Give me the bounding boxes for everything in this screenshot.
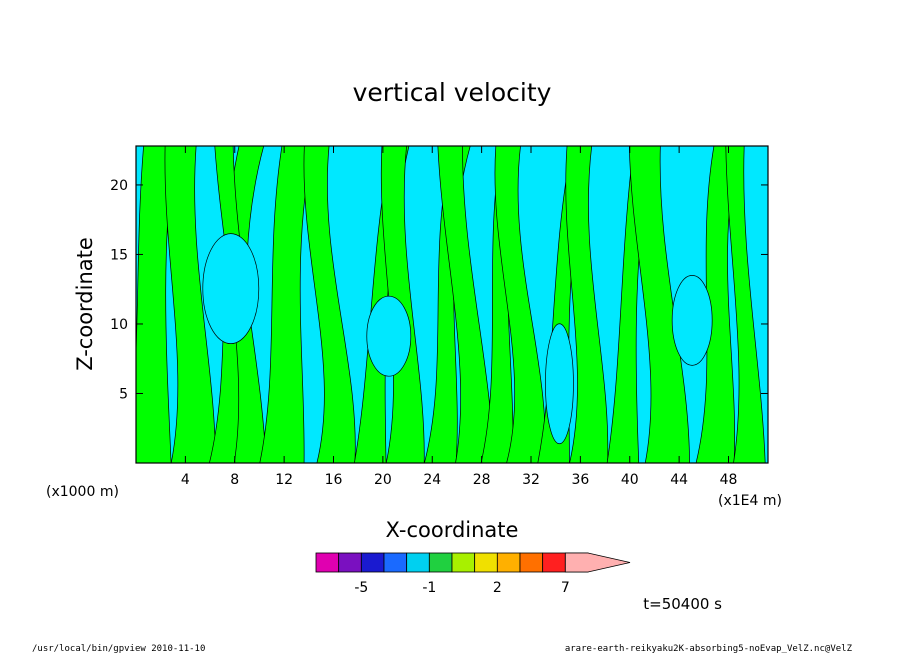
x-tick-label: 16 xyxy=(325,472,343,488)
colorbar-tick-label: 7 xyxy=(561,580,570,596)
x-tick-label: 8 xyxy=(230,472,239,488)
contour-band xyxy=(565,146,609,463)
x-tick-label: 32 xyxy=(522,472,540,488)
colorbar-swatch xyxy=(338,552,362,573)
contour-cell xyxy=(545,323,574,445)
contour-cell xyxy=(671,275,713,366)
x-unit-right: (x1E4 m) xyxy=(718,493,782,509)
y-tick-label: 20 xyxy=(110,178,128,194)
colorbar-swatch xyxy=(519,552,544,573)
contour-cell xyxy=(202,233,260,344)
colorbar-swatch xyxy=(496,552,521,573)
x-tick-label: 4 xyxy=(181,472,190,488)
colorbar-tick-label: 2 xyxy=(493,580,502,596)
colorbar-tick-label: -1 xyxy=(422,580,436,596)
contour-band xyxy=(437,146,494,463)
x-axis: 4 8 12 16 20 24 28 32 36 40 44 48 xyxy=(181,146,738,488)
y-axis: 5 10 15 20 xyxy=(110,178,768,402)
velocity-field xyxy=(136,146,768,463)
colorbar-swatch xyxy=(406,552,430,573)
x-axis-label: X-coordinate xyxy=(386,518,519,542)
contour-band xyxy=(725,146,766,463)
chart-title: vertical velocity xyxy=(353,78,552,107)
x-tick-label: 24 xyxy=(423,472,441,488)
contour-band xyxy=(423,146,471,463)
y-tick-label: 15 xyxy=(110,247,128,263)
y-tick-label: 5 xyxy=(119,386,128,402)
y-tick-label: 10 xyxy=(110,317,128,333)
x-tick-label: 40 xyxy=(621,472,639,488)
contour-band xyxy=(164,146,216,463)
colorbar: -5 -1 2 7 xyxy=(315,552,631,596)
contour-band xyxy=(259,146,314,463)
colorbar-swatch xyxy=(428,552,453,573)
plot-frame xyxy=(135,145,769,464)
colorbar-swatch xyxy=(360,552,385,573)
colorbar-swatch xyxy=(542,552,566,573)
colorbar-swatch xyxy=(383,552,408,573)
contour-band xyxy=(629,146,690,463)
x-tick-label: 48 xyxy=(720,472,738,488)
footer-right: arare-earth-reikyaku2K-absorbing5-noEvap… xyxy=(565,644,853,654)
x-unit-left: (x1000 m) xyxy=(46,484,119,500)
contour-band xyxy=(303,146,356,463)
contour-band xyxy=(136,146,175,463)
x-tick-label: 28 xyxy=(473,472,491,488)
x-tick-label: 36 xyxy=(571,472,589,488)
contour-band xyxy=(494,146,546,463)
colorbar-tick-label: -5 xyxy=(354,580,368,596)
time-label: t=50400 s xyxy=(643,595,722,613)
footer-left: /usr/local/bin/gpview 2010-11-10 xyxy=(32,644,205,654)
colorbar-swatch xyxy=(474,552,498,573)
contour-cell xyxy=(366,295,412,377)
contour-band xyxy=(480,146,520,463)
colorbar-swatch xyxy=(451,552,476,573)
contour-band xyxy=(695,146,740,463)
x-tick-label: 12 xyxy=(275,472,293,488)
y-axis-label: Z-coordinate xyxy=(73,237,97,371)
colorbar-arrow xyxy=(564,552,631,573)
x-tick-label: 20 xyxy=(374,472,392,488)
x-tick-label: 44 xyxy=(670,472,688,488)
colorbar-swatch xyxy=(315,552,340,573)
